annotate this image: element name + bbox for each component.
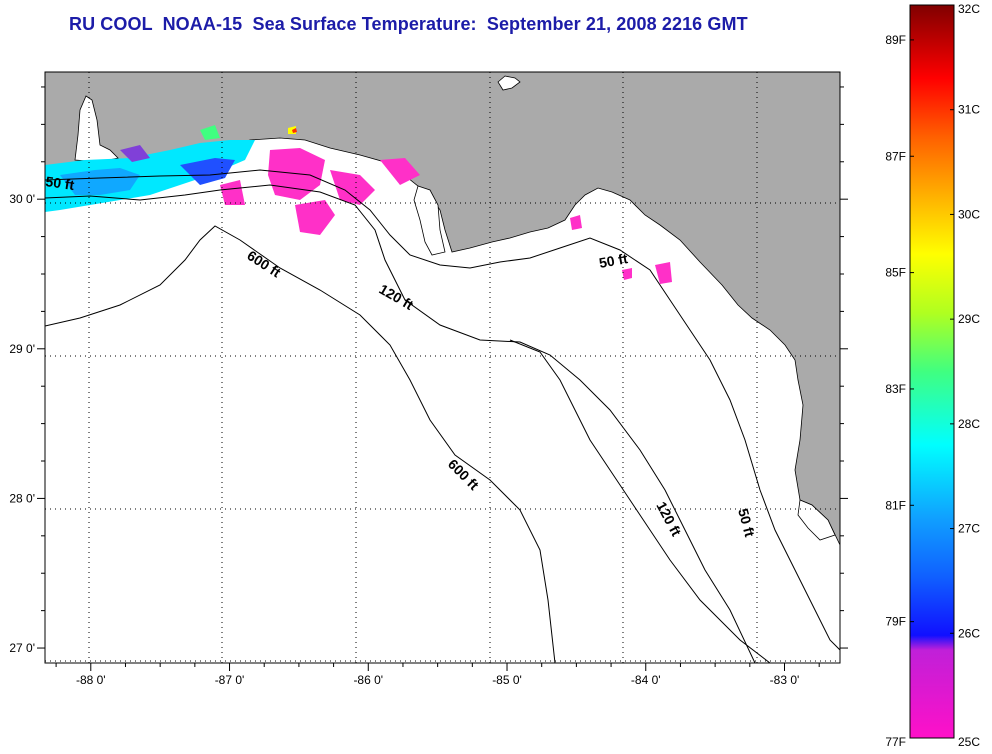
grid-lines (45, 72, 840, 663)
contour-label-50ft-south: 50 ft (735, 507, 758, 539)
lat-tick-label: 29 0' (9, 342, 35, 356)
colorbar-fahrenheit-label: 77F (885, 735, 906, 749)
lat-tick-label: 28 0' (9, 491, 35, 505)
lon-tick-label: -85 0' (492, 673, 522, 687)
map-area: 50 ft 600 ft 120 ft 50 ft 600 ft 120 ft … (45, 72, 840, 663)
colorbar-celsius-label: 28C (958, 417, 980, 431)
tampa-bay (797, 499, 836, 541)
axis-ticks (37, 86, 848, 671)
colorbar-celsius-label: 26C (958, 626, 980, 640)
colorbar-fahrenheit-label: 83F (885, 382, 906, 396)
colorbar-fahrenheit-label: 81F (885, 498, 906, 512)
contour-label-50ft-east: 50 ft (598, 250, 629, 271)
contour-label-50ft-west: 50 ft (45, 173, 76, 193)
colorbar: 32C 31C 30C 29C 28C 27C 26C 25C 89F 87F 85F 83F 81F 7… (885, 2, 980, 749)
colorbar-ticks: 32C 31C 30C 29C 28C 27C 26C 25C 89F 87F 85F 83F 81F 7… (885, 2, 980, 749)
colorbar-celsius-label: 31C (958, 103, 980, 117)
colorbar-fahrenheit-label: 79F (885, 615, 906, 629)
island (497, 75, 521, 91)
lat-tick-label: 30 0' (9, 192, 35, 206)
lon-tick-label: -86 0' (353, 673, 383, 687)
colorbar-celsius-label: 32C (958, 2, 980, 16)
lon-tick-label: -83 0' (770, 673, 800, 687)
depth-contours (45, 169, 840, 663)
map-title: RU COOL NOAA-15 Sea Surface Temperature:… (69, 14, 748, 34)
colorbar-fahrenheit-label: 85F (885, 266, 906, 280)
shelf-edge-coast (509, 339, 771, 663)
lon-tick-label: -84 0' (631, 673, 661, 687)
lat-tick-label: 27 0' (9, 641, 35, 655)
axis-tick-labels: -88 0' -87 0' -86 0' -85 0' -84 0' -83 0' 30 0… (9, 192, 799, 687)
contour-600ft (45, 225, 556, 663)
lon-tick-label: -88 0' (76, 673, 106, 687)
contour-120ft (45, 184, 756, 663)
lon-tick-label: -87 0' (215, 673, 245, 687)
colorbar-celsius-label: 30C (958, 207, 980, 221)
colorbar-celsius-label: 27C (958, 522, 980, 536)
colorbar-fahrenheit-label: 89F (885, 33, 906, 47)
colorbar-celsius-label: 29C (958, 312, 980, 326)
coastal-bays (413, 185, 446, 256)
colorbar-celsius-label: 25C (958, 735, 980, 749)
colorbar-fahrenheit-label: 87F (885, 149, 906, 163)
colorbar-gradient (909, 4, 955, 739)
contour-50ft (45, 169, 840, 651)
map-frame (44, 71, 841, 664)
